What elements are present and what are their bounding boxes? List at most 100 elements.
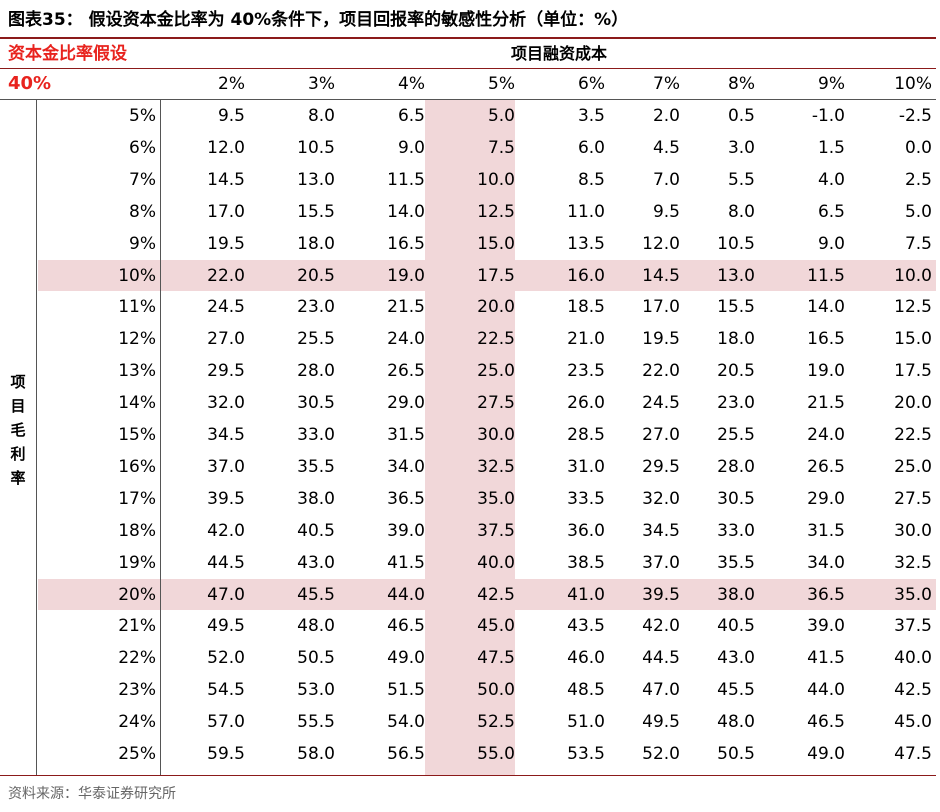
table-cell: 48.0 — [717, 712, 755, 733]
table-cell: 12.0 — [207, 137, 245, 158]
table-cell: 42.0 — [642, 616, 680, 637]
table-cell: 24.5 — [207, 297, 245, 318]
table-cell: 35.5 — [297, 456, 335, 477]
column-header: 2% — [218, 74, 245, 94]
row-label: 9% — [129, 233, 156, 254]
table-cell: 39.0 — [387, 520, 425, 541]
table-cell: 7.0 — [652, 169, 680, 190]
column-group-label: 项目融资成本 — [510, 44, 607, 63]
table-cell: 24.0 — [807, 425, 845, 445]
table-cell: 35.0 — [894, 584, 932, 605]
row-group-char: 利 — [10, 445, 26, 463]
row-label: 25% — [118, 744, 156, 764]
table-cell: 2.0 — [652, 106, 680, 126]
table-cell: 8.5 — [577, 169, 605, 190]
middle-rule — [0, 68, 936, 69]
table-cell: 33.0 — [297, 425, 335, 445]
table-cell: 49.0 — [807, 744, 845, 764]
row-label: 8% — [129, 201, 156, 222]
highlight-row — [38, 579, 936, 610]
table-cell: 27.0 — [642, 425, 680, 445]
table-cell: 54.5 — [207, 680, 245, 701]
table-cell: 35.0 — [477, 488, 515, 509]
table-cell: 31.5 — [807, 520, 845, 541]
highlight-row — [38, 260, 936, 291]
row-label: 19% — [118, 552, 156, 573]
row-label: 10% — [118, 265, 156, 286]
table-cell: 36.5 — [387, 488, 425, 509]
table-cell: 34.0 — [387, 456, 425, 477]
row-group-char: 率 — [10, 469, 26, 487]
table-cell: 51.5 — [387, 680, 425, 701]
column-header: 3% — [308, 74, 335, 94]
table-cell: 37.0 — [207, 456, 245, 477]
table-cell: 41.0 — [567, 584, 605, 605]
table-cell: 5.5 — [727, 169, 755, 190]
table-cell: 30.5 — [717, 488, 755, 509]
table-cell: 16.0 — [567, 265, 605, 286]
table-cell: 23.0 — [717, 393, 755, 414]
table-cell: 39.0 — [807, 616, 845, 637]
table-cell: 28.0 — [717, 456, 755, 477]
table-cell: 9.5 — [217, 106, 245, 126]
table-cell: 3.0 — [727, 137, 755, 158]
table-cell: 16.5 — [387, 233, 425, 254]
table-cell: 41.5 — [387, 552, 425, 573]
table-cell: 43.0 — [717, 648, 755, 669]
table-cell: 55.5 — [297, 712, 335, 733]
table-cell: 34.0 — [807, 552, 845, 573]
table-cell: 21.5 — [387, 297, 425, 318]
table-cell: 24.0 — [387, 329, 425, 350]
table-cell: 40.0 — [477, 552, 515, 573]
table-cell: 22.5 — [894, 425, 932, 445]
table-cell: 22.0 — [207, 265, 245, 286]
row-label: 18% — [118, 520, 156, 541]
table-cell: 48.5 — [567, 680, 605, 701]
table-cell: 53.0 — [297, 680, 335, 701]
table-cell: 9.0 — [817, 233, 845, 254]
table-cell: 24.5 — [642, 393, 680, 414]
table-cell: 22.5 — [477, 329, 515, 350]
table-cell: 5.0 — [904, 201, 932, 222]
column-header: 6% — [578, 74, 605, 94]
table-cell: 6.5 — [397, 106, 425, 126]
table-cell: 2.5 — [904, 169, 932, 190]
table-cell: 15.5 — [717, 297, 755, 318]
table-cell: 14.5 — [642, 265, 680, 286]
table-cell: 17.5 — [477, 265, 515, 286]
table-cell: 6.0 — [577, 137, 605, 158]
table-cell: 45.0 — [894, 712, 932, 733]
row-label: 24% — [118, 712, 156, 733]
table-cell: 13.5 — [567, 233, 605, 254]
row-label: 5% — [129, 106, 156, 126]
table-cell: 37.5 — [894, 616, 932, 637]
table-cell: 25.5 — [717, 425, 755, 445]
table-cell: 21.0 — [567, 329, 605, 350]
table-cell: -1.0 — [811, 106, 845, 126]
table-cell: 15.0 — [894, 329, 932, 350]
row-label: 13% — [118, 361, 156, 382]
row-group-char: 项 — [10, 373, 26, 391]
table-cell: 29.5 — [642, 456, 680, 477]
table-cell: 49.5 — [207, 616, 245, 637]
table-cell: 32.5 — [477, 456, 515, 477]
table-cell: 18.5 — [567, 297, 605, 318]
table-cell: 20.5 — [717, 361, 755, 382]
table-cell: 11.5 — [807, 265, 845, 286]
table-cell: 22.0 — [642, 361, 680, 382]
table-cell: 11.5 — [387, 169, 425, 190]
table-cell: 40.0 — [894, 648, 932, 669]
table-cell: 19.5 — [642, 329, 680, 350]
table-cell: 52.0 — [207, 648, 245, 669]
table-cell: 11.0 — [567, 201, 605, 222]
row-label: 14% — [118, 393, 156, 414]
table-cell: 33.5 — [567, 488, 605, 509]
highlight-column — [425, 100, 515, 775]
table-cell: 43.5 — [567, 616, 605, 637]
table-cell: 8.0 — [307, 106, 335, 126]
table-cell: 13.0 — [717, 265, 755, 286]
table-cell: 42.5 — [894, 680, 932, 701]
table-cell: 44.0 — [387, 584, 425, 605]
table-cell: 17.5 — [894, 361, 932, 382]
table-cell: 51.0 — [567, 712, 605, 733]
